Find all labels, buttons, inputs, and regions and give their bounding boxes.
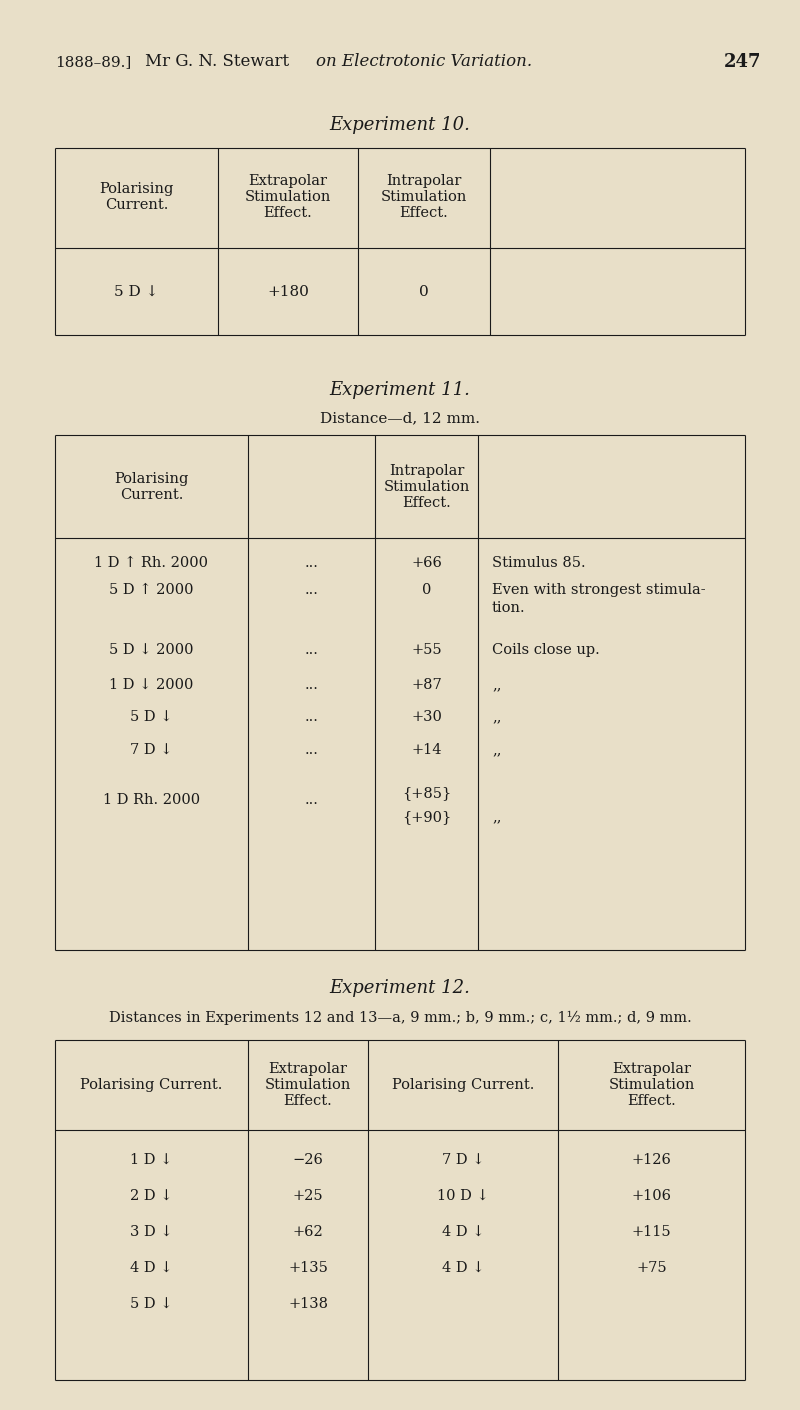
Text: 7 D ↓: 7 D ↓ bbox=[130, 743, 173, 757]
Text: Polarising
Current.: Polarising Current. bbox=[99, 182, 174, 212]
Text: 247: 247 bbox=[724, 54, 762, 70]
Text: Distance—d, 12 mm.: Distance—d, 12 mm. bbox=[320, 410, 480, 424]
Text: ...: ... bbox=[305, 582, 318, 596]
Text: Intrapolar
Stimulation
Effect.: Intrapolar Stimulation Effect. bbox=[383, 464, 470, 510]
Text: +14: +14 bbox=[411, 743, 442, 757]
Text: 10 D ↓: 10 D ↓ bbox=[437, 1189, 489, 1203]
Text: ...: ... bbox=[305, 678, 318, 692]
Text: Stimulus 85.: Stimulus 85. bbox=[492, 556, 586, 570]
Text: 4 D ↓: 4 D ↓ bbox=[130, 1261, 173, 1275]
Text: Experiment 12.: Experiment 12. bbox=[330, 979, 470, 997]
Text: 1 D ↓: 1 D ↓ bbox=[130, 1153, 173, 1167]
Text: Polarising Current.: Polarising Current. bbox=[392, 1079, 534, 1091]
Text: +62: +62 bbox=[293, 1225, 323, 1239]
Text: +115: +115 bbox=[632, 1225, 671, 1239]
Text: Mr G. N. Stewart: Mr G. N. Stewart bbox=[145, 54, 289, 70]
Text: ...: ... bbox=[305, 711, 318, 723]
Text: −26: −26 bbox=[293, 1153, 323, 1167]
Text: 0: 0 bbox=[419, 285, 429, 299]
Text: Extrapolar
Stimulation
Effect.: Extrapolar Stimulation Effect. bbox=[245, 173, 331, 220]
Text: ...: ... bbox=[305, 743, 318, 757]
Text: +75: +75 bbox=[636, 1261, 667, 1275]
Text: Even with strongest stimula-: Even with strongest stimula- bbox=[492, 582, 706, 596]
Text: Polarising
Current.: Polarising Current. bbox=[114, 472, 189, 502]
Text: 3 D ↓: 3 D ↓ bbox=[130, 1225, 173, 1239]
Text: Intrapolar
Stimulation
Effect.: Intrapolar Stimulation Effect. bbox=[381, 173, 467, 220]
Text: {+90}: {+90} bbox=[402, 809, 451, 823]
Text: 5 D ↓: 5 D ↓ bbox=[114, 285, 158, 299]
Text: Distances in Experiments 12 and 13—a, 9 mm.; b, 9 mm.; c, 1½ mm.; d, 9 mm.: Distances in Experiments 12 and 13—a, 9 … bbox=[109, 1011, 691, 1025]
Text: 4 D ↓: 4 D ↓ bbox=[442, 1261, 484, 1275]
Text: 1 D ↓ 2000: 1 D ↓ 2000 bbox=[110, 678, 194, 692]
Text: ...: ... bbox=[305, 643, 318, 657]
Text: +30: +30 bbox=[411, 711, 442, 723]
Text: 1 D ↑ Rh. 2000: 1 D ↑ Rh. 2000 bbox=[94, 556, 209, 570]
Text: ...: ... bbox=[305, 556, 318, 570]
Text: ,,: ,, bbox=[492, 809, 502, 823]
Text: Coils close up.: Coils close up. bbox=[492, 643, 600, 657]
Text: 0: 0 bbox=[422, 582, 431, 596]
Text: 5 D ↓: 5 D ↓ bbox=[130, 1297, 173, 1311]
Text: +55: +55 bbox=[411, 643, 442, 657]
Text: +180: +180 bbox=[267, 285, 309, 299]
Text: 5 D ↓: 5 D ↓ bbox=[130, 711, 173, 723]
Text: +138: +138 bbox=[288, 1297, 328, 1311]
Text: Polarising Current.: Polarising Current. bbox=[80, 1079, 222, 1091]
Text: 7 D ↓: 7 D ↓ bbox=[442, 1153, 484, 1167]
Text: ,,: ,, bbox=[492, 678, 502, 692]
Text: 2 D ↓: 2 D ↓ bbox=[130, 1189, 173, 1203]
Text: ,,: ,, bbox=[492, 743, 502, 757]
Text: Experiment 11.: Experiment 11. bbox=[330, 381, 470, 399]
Text: 4 D ↓: 4 D ↓ bbox=[442, 1225, 484, 1239]
Text: 1 D Rh. 2000: 1 D Rh. 2000 bbox=[103, 792, 200, 807]
Text: +135: +135 bbox=[288, 1261, 328, 1275]
Text: ...: ... bbox=[305, 792, 318, 807]
Text: +66: +66 bbox=[411, 556, 442, 570]
Text: Extrapolar
Stimulation
Effect.: Extrapolar Stimulation Effect. bbox=[608, 1062, 694, 1108]
Text: Extrapolar
Stimulation
Effect.: Extrapolar Stimulation Effect. bbox=[265, 1062, 351, 1108]
Text: +106: +106 bbox=[631, 1189, 671, 1203]
Text: Experiment 10.: Experiment 10. bbox=[330, 116, 470, 134]
Text: 5 D ↑ 2000: 5 D ↑ 2000 bbox=[110, 582, 194, 596]
Text: +126: +126 bbox=[631, 1153, 671, 1167]
Text: {+85}: {+85} bbox=[402, 785, 451, 799]
Text: 5 D ↓ 2000: 5 D ↓ 2000 bbox=[110, 643, 194, 657]
Text: +87: +87 bbox=[411, 678, 442, 692]
Text: +25: +25 bbox=[293, 1189, 323, 1203]
Text: on Electrotonic Variation.: on Electrotonic Variation. bbox=[316, 54, 532, 70]
Text: ,,: ,, bbox=[492, 711, 502, 723]
Text: tion.: tion. bbox=[492, 601, 526, 615]
Text: 1888–89.]: 1888–89.] bbox=[55, 55, 131, 69]
